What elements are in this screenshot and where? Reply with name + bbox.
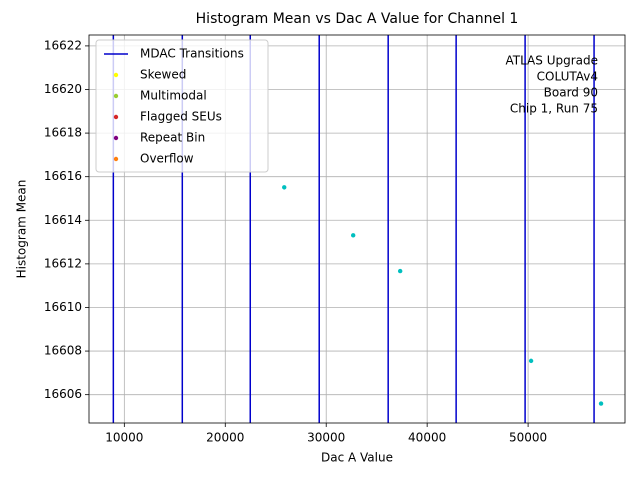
- legend-marker: [113, 114, 119, 120]
- point: [350, 233, 356, 238]
- legend-marker: [113, 156, 119, 162]
- annotation: COLUTAv4: [537, 70, 598, 84]
- y-tick-label: 16620: [44, 82, 82, 96]
- point: [282, 185, 287, 190]
- y-tick-label: 16622: [44, 38, 82, 52]
- legend-box: [95, 39, 269, 173]
- legend-label: Skewed: [140, 68, 186, 82]
- point: [598, 401, 604, 406]
- x-tick-label: 40000: [408, 431, 446, 445]
- legend-marker: [113, 93, 119, 99]
- x-tick-label: 10000: [105, 431, 143, 445]
- x-axis-label: Dac A Value: [321, 451, 393, 465]
- y-tick-label: 16612: [44, 256, 82, 270]
- legend-label: Overflow: [140, 152, 194, 166]
- annotation: Chip 1, Run 75: [510, 102, 598, 116]
- point: [528, 358, 534, 364]
- annotation: Board 90: [544, 86, 598, 100]
- y-tick-label: 16614: [44, 213, 82, 227]
- x-tick-label: 50000: [509, 431, 547, 445]
- plot-frame: [88, 34, 626, 424]
- point: [397, 268, 403, 274]
- legend-label: Multimodal: [140, 89, 207, 103]
- x-tick-label: 30000: [307, 431, 345, 445]
- legend-label: Repeat Bin: [140, 131, 205, 145]
- legend-label: Flagged SEUs: [140, 110, 222, 124]
- y-tick-label: 16618: [44, 126, 82, 140]
- y-tick-label: 16608: [44, 344, 82, 358]
- chart-title: Histogram Mean vs Dac A Value for Channe…: [196, 11, 519, 27]
- legend-marker: [113, 72, 119, 78]
- annotation: ATLAS Upgrade: [505, 54, 598, 68]
- y-axis-label: Histogram Mean: [15, 180, 29, 279]
- y-tick-label: 16606: [44, 387, 82, 401]
- x-tick-label: 20000: [206, 431, 244, 445]
- y-tick-label: 16616: [44, 169, 82, 183]
- legend-label: MDAC Transitions: [140, 47, 244, 61]
- y-tick-label: 16610: [44, 300, 82, 314]
- legend-marker: [113, 135, 119, 141]
